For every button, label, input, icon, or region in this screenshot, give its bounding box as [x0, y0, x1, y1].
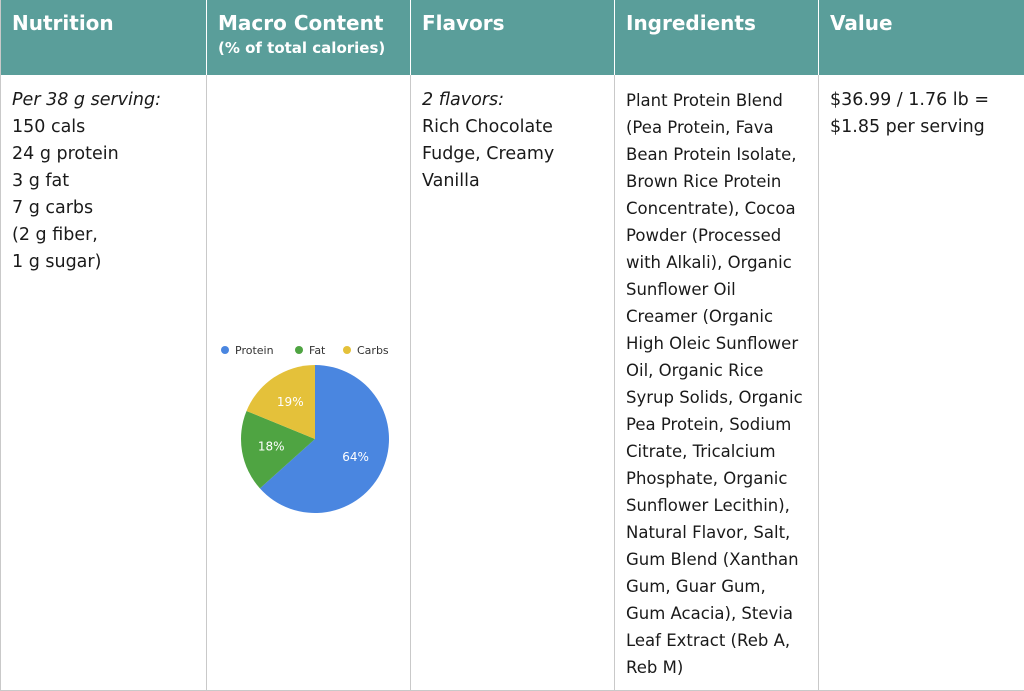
value-cell: $36.99 / 1.76 lb = $1.85 per serving [819, 75, 1024, 691]
pie-label-carbs: 19% [277, 395, 304, 409]
ingredient-line: Plant Protein Blend [626, 91, 783, 110]
flavor-line: Rich Chocolate [422, 117, 553, 137]
nutrition-line: 7 g carbs [12, 198, 94, 218]
ingredient-line: Powder (Processed [626, 226, 782, 245]
header-nutrition-label: Nutrition [12, 11, 114, 35]
header-flavors: Flavors [411, 0, 615, 75]
header-ingredients: Ingredients [615, 0, 819, 75]
header-ingredients-label: Ingredients [626, 11, 756, 35]
ingredient-line: with Alkali), Organic [626, 253, 792, 272]
ingredient-line: Gum Blend (Xanthan [626, 550, 799, 569]
legend-item-protein: Protein [221, 344, 274, 357]
pie-slice-protein [259, 365, 389, 513]
header-value-label: Value [830, 11, 893, 35]
legend-item-fat: Fat [295, 344, 326, 357]
nutrition-line: 1 g sugar) [12, 252, 102, 272]
ingredient-line: Bean Protein Isolate, [626, 145, 797, 164]
chart-legend: Protein Fat Carbs [221, 344, 389, 357]
legend-swatch [221, 346, 229, 354]
legend-label: Fat [309, 344, 326, 357]
nutrition-line: 24 g protein [12, 144, 119, 164]
ingredient-line: Sunflower Oil [626, 280, 736, 299]
ingredients-cell: Plant Protein Blend (Pea Protein, Fava Bea… [615, 75, 819, 691]
legend-label: Carbs [357, 344, 389, 357]
legend-swatch [343, 346, 351, 354]
ingredient-line: Sunflower Lecithin), [626, 496, 790, 515]
ingredient-line: Creamer (Organic [626, 307, 774, 326]
ingredient-line: Oil, Organic Rice [626, 361, 764, 380]
flavors-intro: 2 flavors: [422, 90, 504, 110]
pie-label-protein: 64% [342, 450, 369, 464]
legend-item-carbs: Carbs [343, 344, 389, 357]
header-flavors-label: Flavors [422, 11, 505, 35]
pie-slice-carbs [246, 365, 315, 439]
header-value: Value [819, 0, 1024, 75]
nutrition-line: (2 g fiber, [12, 225, 98, 245]
pie-slice-fat [241, 410, 315, 489]
header-nutrition: Nutrition [1, 0, 207, 75]
header-macro: Macro Content (% of total calories) [207, 0, 411, 75]
ingredient-line: Syrup Solids, Organic [626, 388, 803, 407]
ingredient-line: Citrate, Tricalcium [626, 442, 776, 461]
nutrition-line: 3 g fat [12, 171, 70, 191]
flavor-line: Fudge, Creamy [422, 144, 555, 164]
legend-swatch [295, 346, 303, 354]
ingredient-line: Brown Rice Protein [626, 172, 782, 191]
pie-slices [241, 365, 389, 513]
legend-label: Protein [235, 344, 274, 357]
nutrition-intro: Per 38 g serving: [12, 90, 161, 110]
macro-cell: Protein Fat Carbs 64% 18% 19% [207, 75, 411, 691]
pie-label-fat: 18% [258, 440, 285, 454]
ingredient-line: Pea Protein, Sodium [626, 415, 792, 434]
macro-pie-chart: Protein Fat Carbs 64% 18% 19% [221, 344, 389, 513]
header-macro-label: Macro Content [218, 11, 384, 35]
header-macro-sublabel: (% of total calories) [218, 39, 386, 57]
ingredient-line: Concentrate), Cocoa [626, 199, 796, 218]
nutrition-cell: Per 38 g serving: 150 cals 24 g protein … [1, 75, 207, 691]
ingredient-line: High Oleic Sunflower [626, 334, 799, 353]
ingredient-line: Gum Acacia), Stevia [626, 604, 793, 623]
value-line: $36.99 / 1.76 lb = [830, 90, 989, 110]
ingredient-line: Leaf Extract (Reb A, [626, 631, 791, 650]
flavor-line: Vanilla [422, 171, 480, 191]
pie-labels: 64% 18% 19% [258, 395, 369, 464]
value-line: $1.85 per serving [830, 117, 985, 137]
ingredient-line: Gum, Guar Gum, [626, 577, 766, 596]
ingredient-line: (Pea Protein, Fava [626, 118, 774, 137]
ingredient-line: Natural Flavor, Salt, [626, 523, 791, 542]
ingredient-line: Reb M) [626, 658, 684, 677]
ingredient-line: Phosphate, Organic [626, 469, 788, 488]
flavors-cell: 2 flavors: Rich Chocolate Fudge, Creamy … [411, 75, 615, 691]
nutrition-line: 150 cals [12, 117, 86, 137]
